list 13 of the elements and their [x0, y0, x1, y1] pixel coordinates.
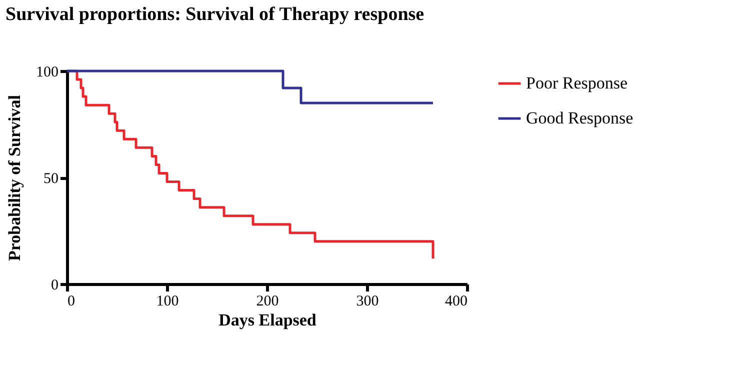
x-axis-title: Days Elapsed	[218, 310, 317, 330]
y-tick-label: 100	[36, 64, 58, 80]
chart-title: Survival proportions: Survival of Therapy response	[6, 4, 424, 25]
x-tick-label: 0	[68, 294, 75, 310]
y-axis-title: Probability of Survival	[5, 94, 24, 261]
legend-label: Poor Response	[526, 74, 628, 92]
x-tick-label: 300	[356, 294, 379, 310]
y-tick-label: 0	[51, 278, 58, 294]
x-tick-label: 200	[256, 294, 279, 310]
x-tick-label: 100	[156, 294, 179, 310]
x-tick-label: 400	[445, 294, 468, 310]
y-tick-label: 50	[44, 171, 58, 187]
legend-label: Good Response	[526, 108, 634, 128]
